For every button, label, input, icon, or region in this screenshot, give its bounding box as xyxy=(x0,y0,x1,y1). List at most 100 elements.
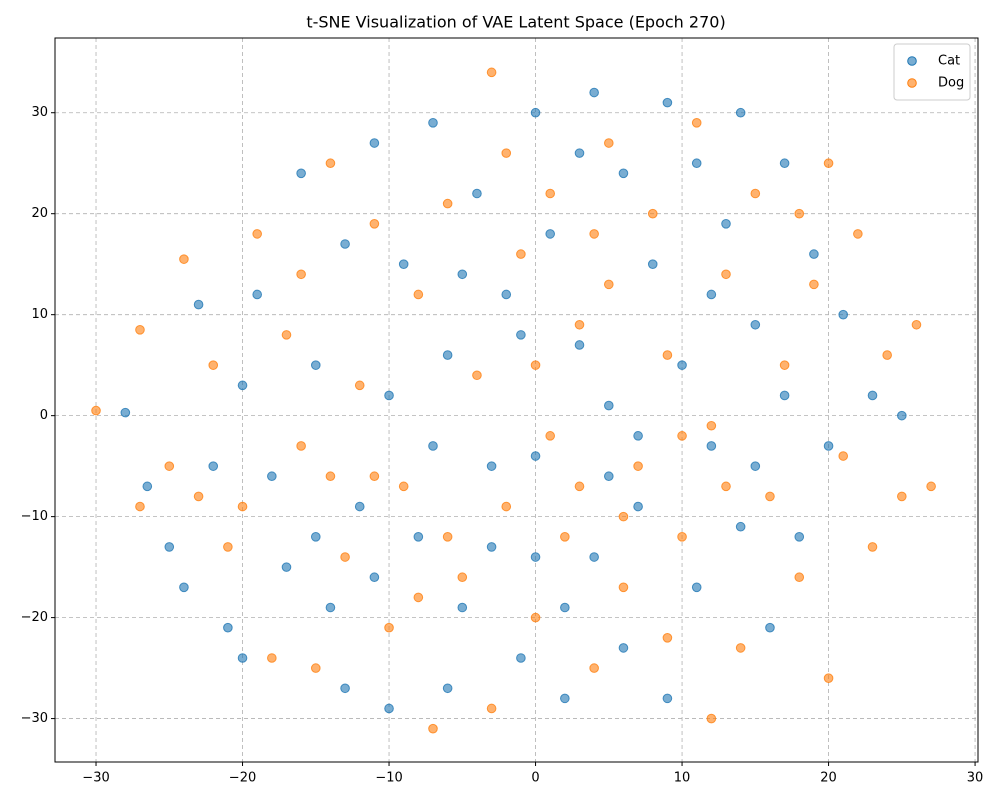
point xyxy=(604,400,614,411)
point xyxy=(706,289,717,300)
y-tick-label: 30 xyxy=(31,105,48,120)
point xyxy=(574,319,585,330)
point xyxy=(589,229,599,239)
point xyxy=(574,481,585,492)
point xyxy=(882,350,892,360)
point xyxy=(633,431,643,441)
point xyxy=(237,380,248,391)
point xyxy=(486,461,497,471)
point xyxy=(442,683,453,694)
point xyxy=(574,148,585,158)
point xyxy=(662,350,673,360)
point xyxy=(794,532,805,542)
point xyxy=(457,572,468,583)
point xyxy=(486,703,497,714)
point xyxy=(384,622,394,633)
point xyxy=(735,107,746,118)
plot-frame xyxy=(54,37,979,763)
x-tick-label: −20 xyxy=(229,771,256,786)
point xyxy=(721,269,731,280)
point xyxy=(354,501,365,512)
point xyxy=(545,188,555,199)
chart-title: t-SNE Visualization of VAE Latent Space … xyxy=(306,13,725,32)
point xyxy=(281,330,292,340)
point xyxy=(516,249,526,259)
point xyxy=(897,491,907,502)
point xyxy=(560,532,570,542)
point xyxy=(135,325,145,335)
point xyxy=(369,572,380,583)
point xyxy=(413,592,424,603)
point xyxy=(706,713,717,724)
point xyxy=(384,703,394,714)
point xyxy=(794,572,805,583)
point xyxy=(281,562,292,572)
point xyxy=(574,340,585,350)
point xyxy=(662,693,673,704)
point xyxy=(398,259,409,269)
y-tick-label: −30 xyxy=(21,711,48,726)
point xyxy=(867,390,878,401)
point xyxy=(706,420,717,431)
point xyxy=(428,723,438,734)
point xyxy=(765,622,775,633)
y-tick-label: −10 xyxy=(21,509,48,524)
legend-marker xyxy=(907,56,917,66)
point xyxy=(647,208,658,219)
point xyxy=(545,229,555,239)
point xyxy=(721,481,731,492)
x-tick-label: 0 xyxy=(531,771,539,786)
legend: Cat Dog xyxy=(893,43,971,101)
point xyxy=(193,299,204,310)
point xyxy=(442,198,453,209)
point xyxy=(530,552,541,562)
x-tick-label: −30 xyxy=(82,771,109,786)
point xyxy=(340,552,350,562)
point xyxy=(750,319,761,330)
point xyxy=(633,461,643,471)
point xyxy=(853,229,863,239)
point xyxy=(530,612,541,623)
x-tick-label: −10 xyxy=(375,771,402,786)
point xyxy=(516,330,526,340)
point xyxy=(354,380,365,391)
point xyxy=(750,188,761,199)
point xyxy=(662,97,673,108)
point xyxy=(823,441,834,451)
x-tick-label: 30 xyxy=(967,771,984,786)
points xyxy=(91,67,936,734)
grid xyxy=(55,38,978,762)
point xyxy=(369,471,380,482)
y-tick-label: 20 xyxy=(31,206,48,221)
point xyxy=(765,491,775,502)
point xyxy=(560,693,570,704)
point xyxy=(413,532,424,542)
y-tick-label: −20 xyxy=(21,610,48,625)
point xyxy=(838,309,849,320)
point xyxy=(325,158,336,169)
point xyxy=(618,582,629,593)
point xyxy=(897,410,907,421)
point xyxy=(398,481,409,492)
point xyxy=(735,521,746,532)
point xyxy=(193,491,204,502)
point xyxy=(501,501,512,512)
point xyxy=(237,501,248,512)
legend-marker xyxy=(907,78,917,88)
point xyxy=(691,158,702,169)
legend-label: Dog xyxy=(938,76,964,91)
point xyxy=(164,542,175,552)
point xyxy=(369,218,380,229)
point xyxy=(779,158,790,169)
point xyxy=(589,663,599,673)
point xyxy=(618,168,629,179)
point xyxy=(516,653,526,663)
point xyxy=(369,138,380,148)
point xyxy=(809,279,819,290)
point xyxy=(486,542,497,552)
point xyxy=(530,451,541,461)
point xyxy=(911,319,922,330)
point xyxy=(794,208,805,219)
point xyxy=(457,602,468,613)
